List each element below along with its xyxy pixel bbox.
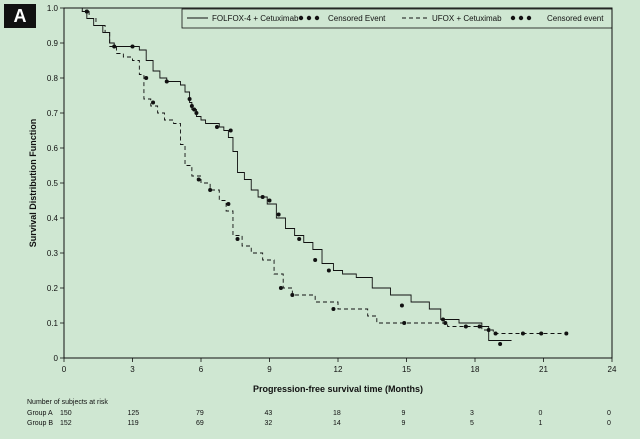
y-tick-label: 0.9 (47, 39, 59, 48)
risk-value: 1 (538, 420, 543, 427)
censored-point (267, 198, 272, 203)
censored-point (539, 331, 544, 336)
risk-value: 9 (401, 410, 406, 417)
censored-point (187, 97, 192, 101)
risk-value: 0 (607, 410, 611, 417)
censored-point (297, 237, 302, 241)
censored-point (151, 100, 156, 105)
risk-row-b-label: Group B (27, 420, 54, 427)
censored-point (520, 331, 525, 336)
censored-point (402, 321, 407, 325)
x-tick-label: 24 (608, 365, 617, 374)
legend-group-b-censor-dot (518, 15, 524, 21)
y-tick-label: 0.3 (47, 249, 59, 258)
legend-group-a-censor-label: Censored Event (328, 14, 386, 23)
legend-group-a-censor-dot (314, 15, 320, 21)
censored-point (189, 104, 194, 108)
y-tick-label: 0 (54, 354, 59, 363)
censored-point (399, 303, 404, 308)
x-tick-label: 9 (267, 365, 272, 374)
risk-value: 43 (264, 410, 273, 417)
censored-point (486, 328, 491, 332)
censored-point (228, 128, 233, 133)
risk-value: 150 (60, 410, 72, 417)
legend-group-a-censor-dot (298, 15, 304, 21)
censored-point (290, 293, 295, 297)
risk-table-title: Number of subjects at risk (27, 399, 108, 406)
risk-value: 125 (127, 410, 140, 417)
panel-label: A (4, 4, 36, 28)
legend: FOLFOX-4 + Cetuximab Censored Event UFOX… (181, 8, 613, 29)
risk-value: 9 (401, 420, 406, 427)
censored-point (493, 331, 498, 336)
risk-value: 0 (538, 410, 543, 417)
y-axis: 0 0.1 0.2 0.3 0.4 0.5 0.6 0.7 0.8 0.9 1.0 (47, 4, 64, 363)
x-tick-label: 6 (199, 365, 204, 374)
y-tick-label: 0.1 (47, 319, 59, 328)
y-tick-label: 0.2 (47, 284, 59, 293)
censored-point (196, 177, 201, 182)
survival-curves (64, 7, 569, 346)
legend-group-a-censor-dot (306, 15, 312, 21)
y-tick-label: 0.5 (47, 179, 59, 188)
censored-point (313, 258, 318, 262)
censored-point (208, 188, 213, 192)
censored-point (112, 44, 117, 49)
legend-group-b-censor-label: Censored event (547, 14, 604, 23)
censored-point (276, 212, 281, 217)
censored-point (260, 195, 265, 199)
legend-box (181, 8, 613, 29)
legend-group-b-censor-dot (526, 15, 532, 21)
legend-group-b-label: UFOX + Cetuximab (432, 14, 502, 23)
y-tick-label: 1.0 (47, 4, 59, 13)
risk-value: 5 (470, 420, 474, 427)
x-tick-label: 18 (471, 365, 480, 374)
censored-point (441, 317, 446, 322)
legend-group-b-censor-dot (510, 15, 516, 21)
censored-point (84, 9, 89, 14)
censored-point (164, 79, 169, 84)
y-axis-title: Survival Distribution Function (28, 119, 38, 248)
censored-point (331, 307, 336, 311)
censored-point (564, 331, 569, 336)
x-tick-label: 15 (402, 365, 411, 374)
risk-value: 152 (60, 420, 72, 427)
x-tick-label: 12 (334, 365, 343, 374)
x-tick-label: 21 (539, 365, 548, 374)
x-tick-label: 0 (62, 365, 67, 374)
censored-point (130, 44, 135, 49)
y-tick-label: 0.8 (47, 74, 59, 83)
censored-point (226, 202, 231, 206)
risk-value: 3 (470, 410, 474, 417)
risk-value: 119 (127, 420, 139, 427)
censored-point (326, 268, 331, 273)
censored-point (192, 107, 197, 112)
censored-point (194, 111, 199, 115)
risk-value: 0 (607, 420, 611, 427)
series-ufox-line (64, 7, 567, 334)
risk-value: 14 (333, 420, 341, 427)
censored-point (278, 286, 283, 290)
x-tick-label: 3 (130, 365, 135, 374)
censored-point (443, 321, 448, 325)
x-axis: 0 3 6 9 12 15 18 21 24 (62, 358, 617, 374)
risk-value: 32 (264, 420, 273, 427)
censored-point (498, 342, 503, 346)
risk-value: 79 (196, 410, 204, 417)
legend-group-a-label: FOLFOX-4 + Cetuximab (212, 14, 299, 23)
x-axis-title: Progression-free survival time (Months) (253, 384, 423, 394)
risk-row-a-label: Group A (27, 410, 53, 417)
y-tick-label: 0.4 (47, 214, 59, 223)
censored-point (463, 324, 468, 329)
censored-point (214, 125, 219, 129)
censored-point (235, 237, 240, 241)
y-tick-label: 0.7 (47, 109, 59, 118)
series-folfox-line (64, 7, 512, 341)
y-tick-label: 0.6 (47, 144, 59, 153)
risk-value: 69 (196, 420, 204, 427)
censored-point (144, 76, 149, 80)
censored-point (477, 324, 482, 329)
risk-value: 18 (333, 410, 341, 417)
